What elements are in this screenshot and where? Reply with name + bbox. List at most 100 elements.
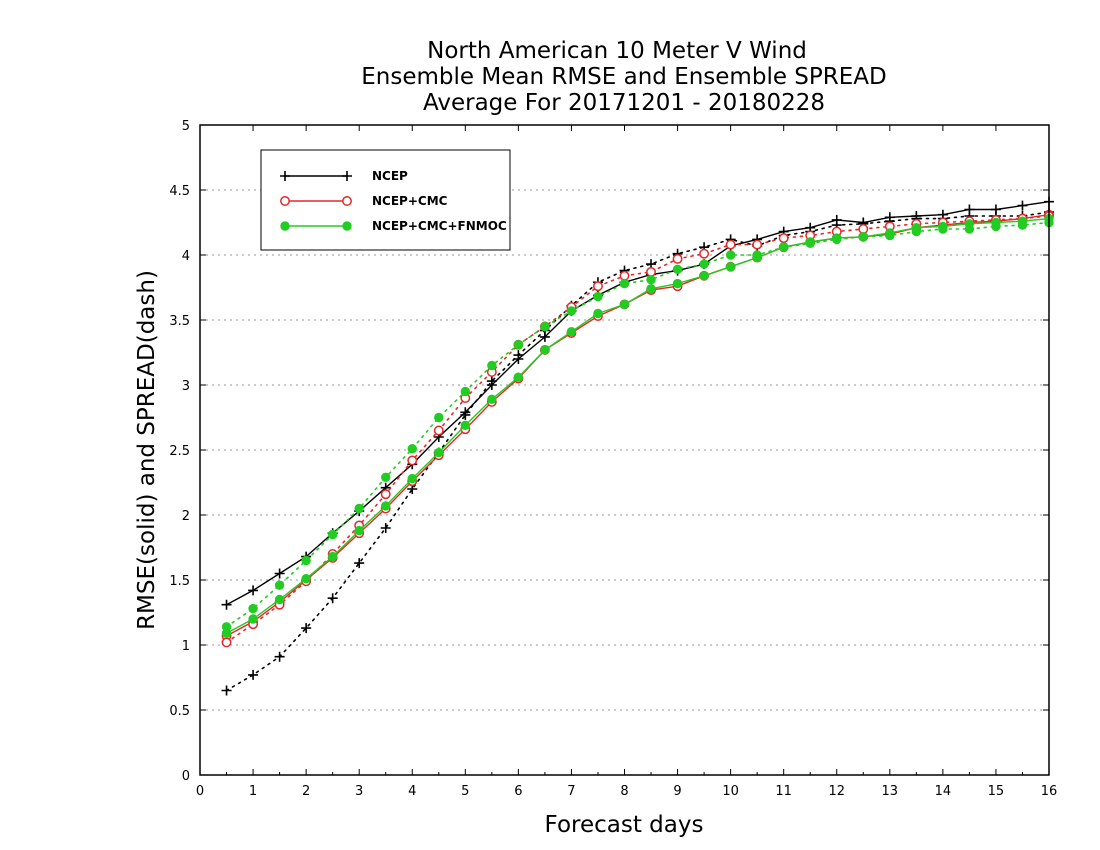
- data-point-rmse: [460, 420, 471, 430]
- data-point-spread: [540, 321, 550, 332]
- data-point-rmse: [672, 278, 683, 289]
- plot-frame: [199, 124, 1050, 776]
- legend-marker: [280, 196, 290, 206]
- data-point-spread: [407, 444, 417, 454]
- x-tick-label: 8: [620, 784, 628, 799]
- series-line-spread: [225, 215, 1050, 644]
- data-point-rmse: [725, 262, 736, 272]
- legend-marker: [342, 196, 352, 206]
- data-point-rmse: [699, 271, 709, 281]
- data-point-rmse: [646, 284, 656, 294]
- data-point-rmse: [566, 327, 577, 337]
- axis-ticks: 0 1 2 3 4 5 6 7 8 9 10 11 12 13 14 15 1600.511.522.533.5…: [169, 119, 1057, 799]
- series-line-rmse: [226, 217, 1050, 634]
- x-tick-label: 5: [461, 784, 469, 799]
- x-tick-label: 6: [514, 784, 522, 799]
- data-point-spread: [513, 350, 524, 361]
- legend-label: NCEP: [372, 169, 408, 183]
- data-point-rmse: [619, 299, 630, 310]
- title-line-3: Average For 20171201 - 20180228: [423, 90, 825, 116]
- data-point-spread: [699, 248, 710, 259]
- data-point-spread: [327, 529, 338, 540]
- data-point-spread: [858, 232, 868, 242]
- y-tick-label: 2.5: [169, 444, 190, 459]
- chart-title: North American 10 Meter V Wind Ensemble …: [361, 38, 886, 116]
- data-point-spread: [911, 226, 922, 237]
- y-tick-label: 0.5: [169, 704, 190, 719]
- legend-label: NCEP+CMC+FNMOC: [372, 219, 507, 233]
- data-point-spread: [221, 622, 232, 632]
- legend-item: NCEP+CMC: [280, 194, 448, 208]
- data-point-rmse: [354, 525, 364, 536]
- data-point-spread: [885, 230, 895, 241]
- data-point-spread: [301, 623, 312, 634]
- data-point-spread: [778, 242, 789, 252]
- x-tick-label: 4: [408, 784, 416, 799]
- data-point-rmse: [407, 473, 417, 484]
- data-point-spread: [725, 239, 736, 250]
- legend-label: NCEP+CMC: [372, 194, 448, 208]
- data-point-spread: [380, 489, 391, 500]
- x-tick-label: 14: [935, 784, 952, 799]
- data-point-spread: [566, 306, 577, 316]
- legend-marker: [342, 221, 352, 231]
- data-point-spread: [487, 360, 497, 371]
- data-point-spread: [752, 239, 763, 250]
- series-1: [221, 209, 1054, 648]
- y-tick-label: 3.5: [169, 314, 190, 329]
- data-point-rmse: [487, 394, 497, 404]
- data-point-rmse: [248, 614, 258, 624]
- data-point-rmse: [248, 585, 259, 596]
- data-point-rmse: [221, 599, 232, 610]
- x-tick-label: 16: [1041, 784, 1058, 799]
- series-group: [221, 196, 1054, 696]
- x-tick-label: 9: [673, 784, 681, 799]
- y-tick-label: 0: [182, 769, 190, 784]
- data-point-spread: [248, 603, 258, 614]
- x-tick-label: 1: [249, 784, 257, 799]
- x-tick-label: 7: [567, 784, 575, 799]
- series-line-spread: [225, 221, 1050, 628]
- data-point-spread: [646, 266, 656, 277]
- data-point-spread: [593, 281, 603, 292]
- legend-box: [260, 149, 511, 251]
- y-tick-label: 4: [182, 249, 190, 264]
- data-point-spread: [380, 523, 391, 533]
- data-point-spread: [1017, 220, 1028, 230]
- legend-marker: [280, 171, 290, 181]
- data-point-spread: [354, 503, 364, 514]
- x-tick-label: 3: [355, 784, 363, 799]
- data-point-rmse: [540, 345, 550, 355]
- data-point-rmse: [593, 308, 603, 319]
- x-tick-label: 11: [775, 784, 792, 799]
- y-tick-label: 4.5: [169, 184, 190, 199]
- data-point-spread: [221, 637, 232, 648]
- data-point-spread: [938, 224, 948, 234]
- data-point-spread: [274, 580, 285, 590]
- data-point-rmse: [274, 568, 285, 579]
- legend-item: NCEP: [280, 169, 408, 183]
- x-tick-label: 15: [988, 784, 1005, 799]
- data-point-spread: [593, 291, 603, 302]
- y-tick-label: 5: [182, 119, 190, 134]
- legend: NCEP NCEP+CMC NCEP+CMC+FNMOC: [260, 149, 511, 251]
- data-point-spread: [699, 259, 709, 269]
- data-point-spread: [646, 275, 656, 285]
- title-line-2: Ensemble Mean RMSE and Ensemble SPREAD: [361, 64, 886, 90]
- data-point-rmse: [513, 372, 524, 382]
- data-point-rmse: [327, 551, 338, 562]
- data-point-spread: [381, 472, 391, 482]
- data-point-spread: [274, 651, 285, 662]
- data-point-spread: [354, 558, 365, 569]
- x-tick-label: 0: [196, 784, 204, 799]
- data-point-spread: [433, 425, 444, 436]
- x-tick-label: 10: [722, 784, 739, 799]
- data-point-spread: [486, 376, 497, 387]
- y-axis-label: RMSE(solid) and SPREAD(dash): [134, 270, 160, 630]
- x-tick-label: 2: [302, 784, 310, 799]
- data-point-spread: [460, 386, 471, 397]
- data-point-spread: [619, 278, 630, 289]
- data-point-spread: [407, 455, 418, 466]
- y-tick-label: 2: [182, 509, 190, 524]
